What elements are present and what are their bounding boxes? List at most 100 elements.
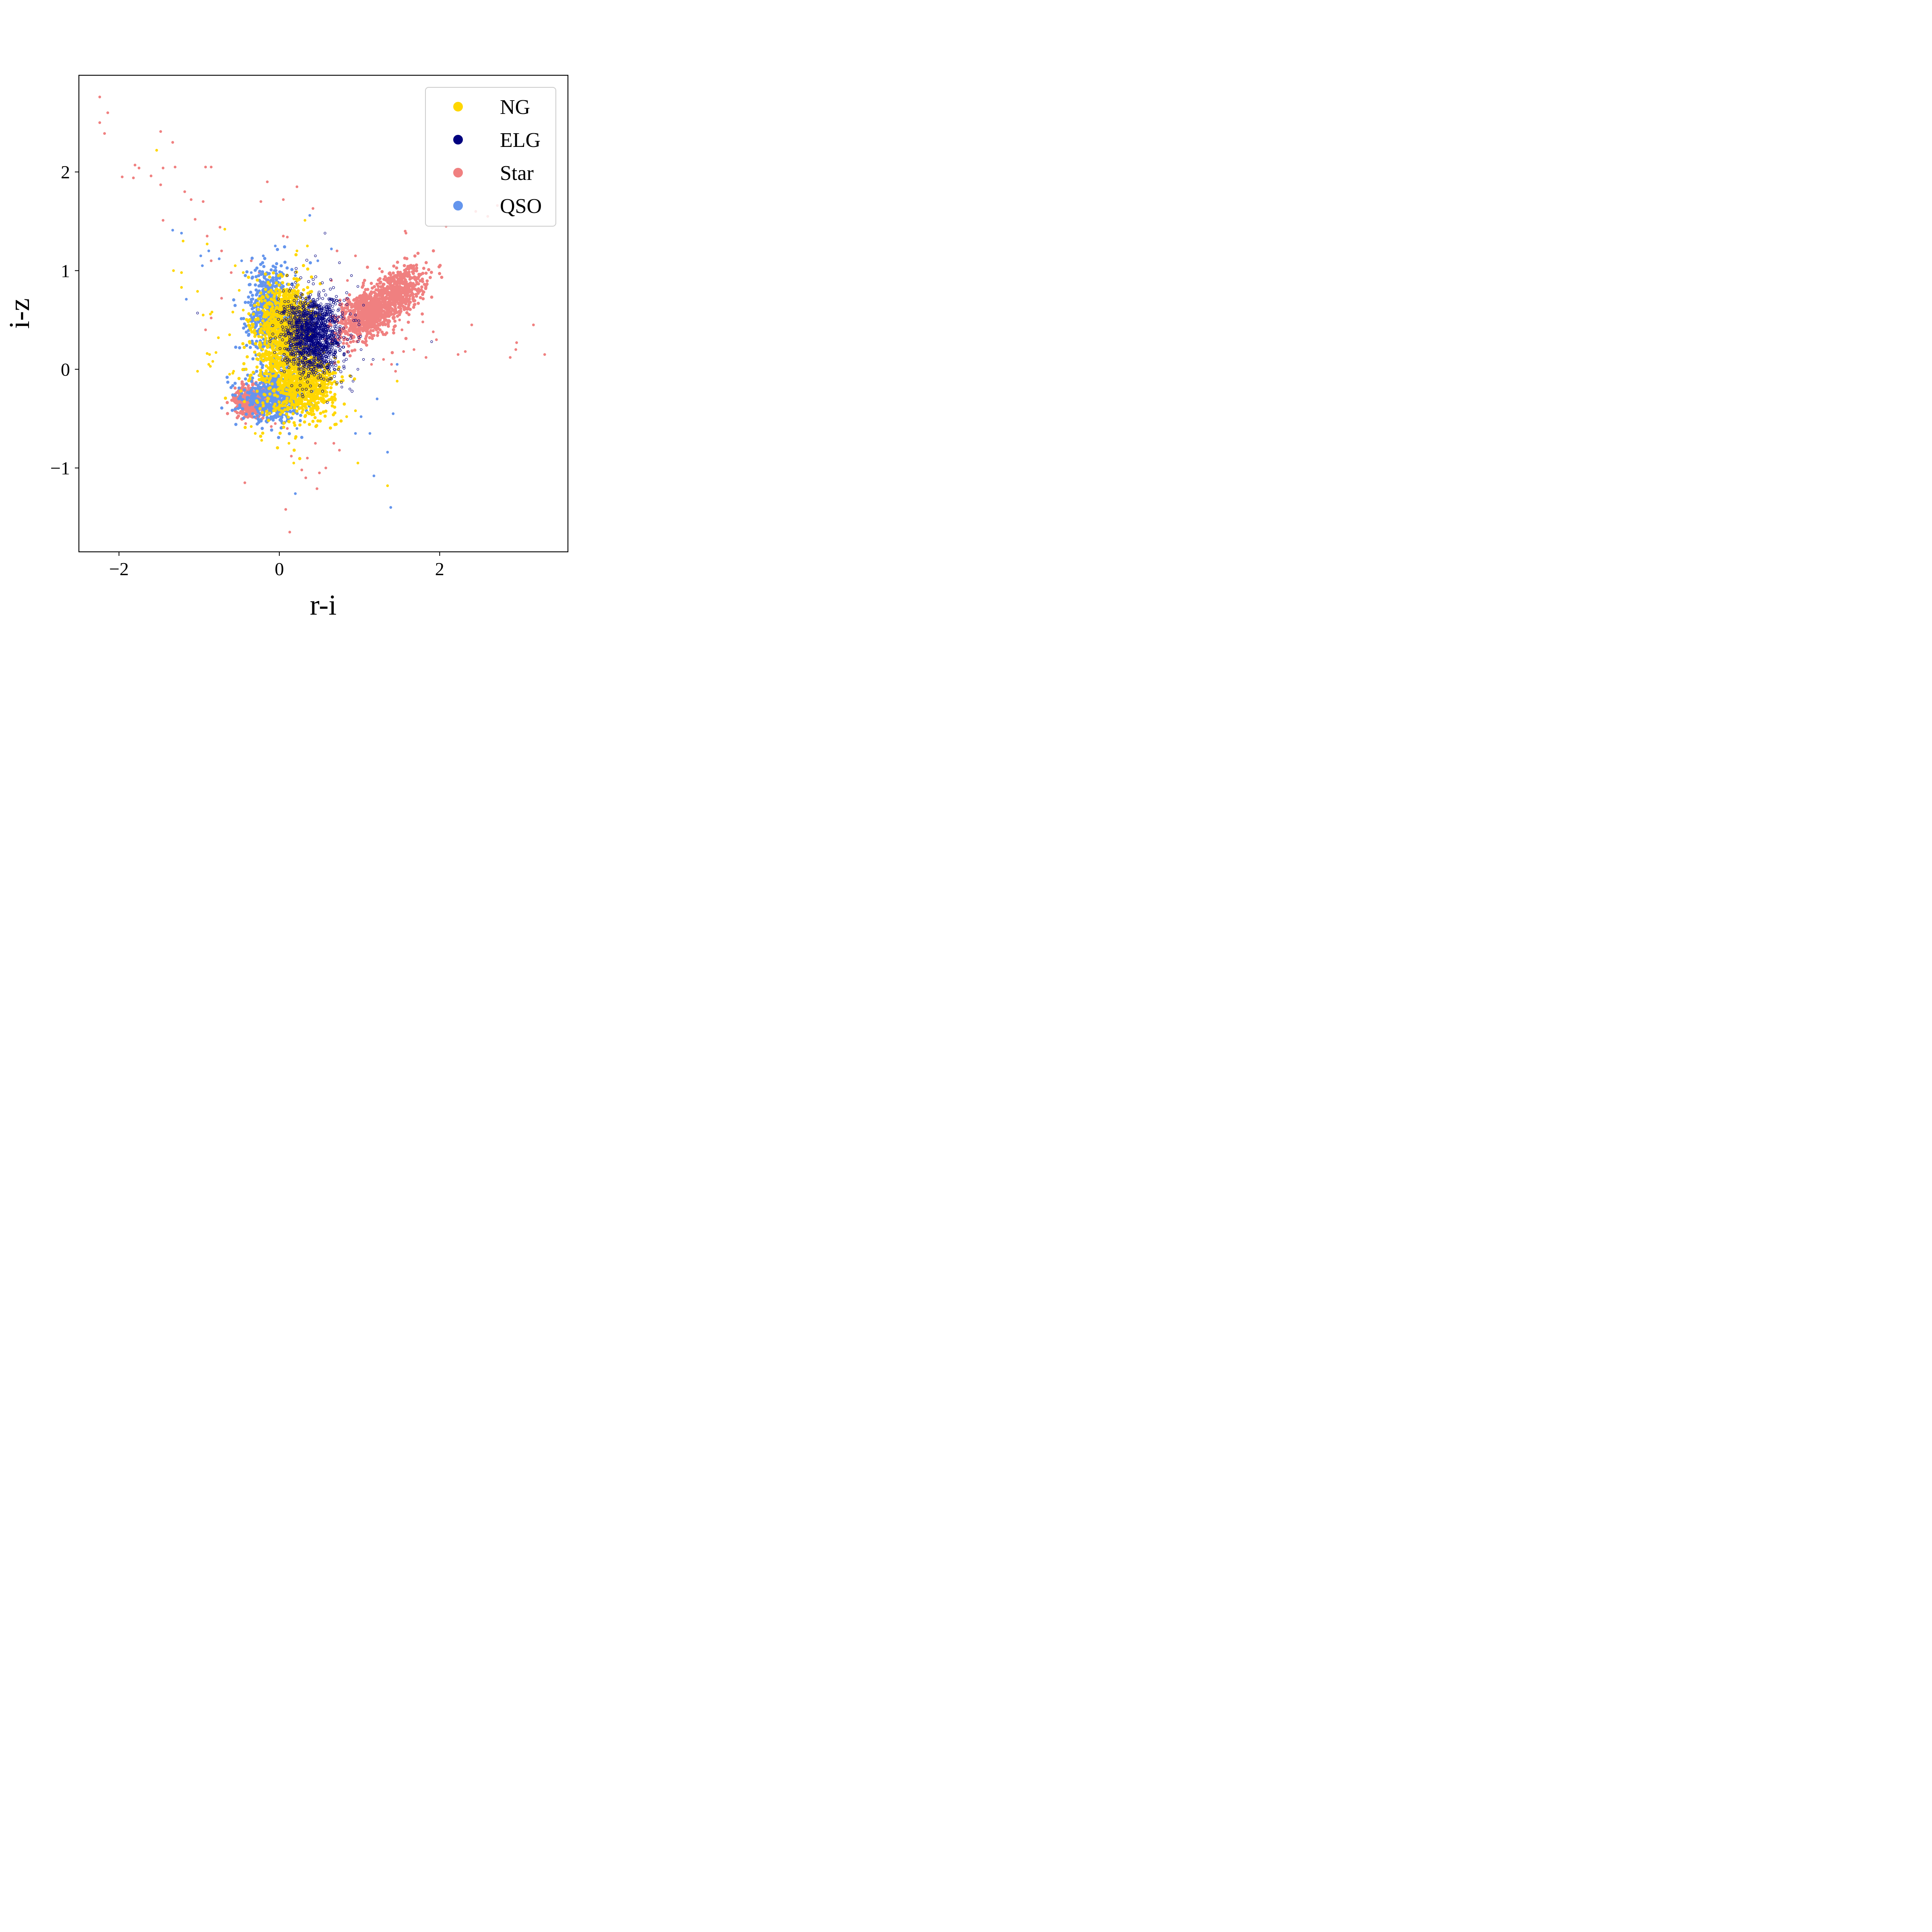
data-point [234, 423, 237, 426]
data-point [194, 218, 197, 221]
data-point [250, 415, 253, 418]
data-point [254, 318, 257, 322]
data-point [268, 392, 272, 396]
data-point [98, 95, 101, 99]
data-point [395, 266, 398, 270]
data-point [421, 320, 424, 324]
data-point [295, 371, 299, 374]
data-point [252, 415, 256, 419]
data-point [328, 426, 332, 430]
data-point [256, 278, 259, 282]
data-point [270, 428, 273, 432]
data-point [258, 407, 262, 411]
data-point [440, 276, 444, 279]
data-point [424, 285, 427, 289]
data-point [272, 271, 275, 275]
data-point [383, 302, 386, 306]
data-point [257, 334, 261, 338]
data-point [226, 412, 229, 415]
data-point [266, 396, 270, 400]
data-point [384, 297, 388, 301]
data-point [298, 457, 301, 460]
data-point [242, 417, 245, 420]
data-point [289, 378, 292, 381]
data-point [375, 283, 379, 286]
data-point [402, 264, 406, 267]
data-point [289, 396, 293, 400]
data-point [137, 167, 140, 169]
data-point [281, 410, 285, 414]
data-point [103, 132, 106, 135]
data-point [311, 403, 314, 407]
data-point [322, 410, 325, 414]
data-point [270, 369, 274, 373]
data-point [281, 281, 285, 285]
data-point [294, 403, 298, 407]
data-point [366, 305, 369, 309]
data-point [317, 392, 320, 395]
data-point [361, 341, 365, 344]
data-point [388, 272, 391, 275]
data-point [353, 377, 356, 381]
data-point [237, 397, 241, 400]
data-point [250, 300, 253, 304]
data-point [280, 416, 284, 419]
data-point [254, 332, 257, 335]
data-point [280, 419, 283, 423]
data-point [171, 141, 174, 144]
data-point [368, 336, 372, 339]
data-point [271, 389, 275, 392]
data-point [423, 283, 426, 286]
data-point [282, 425, 285, 429]
data-point [284, 374, 288, 377]
data-point [273, 402, 277, 406]
data-point [262, 254, 265, 257]
data-point [386, 451, 389, 454]
data-point [300, 469, 303, 471]
data-point [260, 335, 264, 339]
data-point [410, 288, 414, 291]
data-point [239, 410, 243, 413]
data-point [369, 325, 373, 329]
data-point [247, 413, 251, 417]
data-point [421, 272, 425, 275]
data-point [405, 311, 409, 314]
data-point [409, 308, 412, 311]
data-point [336, 360, 340, 364]
data-point [285, 412, 289, 416]
data-point [365, 300, 368, 303]
data-point [295, 399, 298, 403]
data-point [342, 341, 345, 345]
data-point [353, 302, 357, 305]
data-point [267, 387, 271, 390]
data-point [233, 382, 237, 385]
data-point [259, 280, 262, 284]
data-point [390, 351, 394, 355]
data-point [422, 266, 425, 270]
data-point [361, 322, 364, 326]
data-point [309, 409, 313, 412]
data-point [261, 353, 264, 357]
data-point [276, 248, 279, 251]
data-point [364, 288, 367, 291]
data-point [238, 403, 242, 407]
data-point [241, 342, 245, 345]
data-point [318, 419, 322, 423]
data-point [289, 406, 293, 409]
data-point [277, 408, 281, 411]
data-point [464, 350, 467, 353]
data-point [381, 288, 385, 292]
data-point [251, 293, 254, 297]
data-point [190, 198, 193, 201]
data-point [287, 415, 290, 419]
data-point [362, 312, 365, 316]
data-point [330, 248, 333, 250]
data-point [403, 289, 407, 293]
data-point [291, 412, 295, 415]
data-point [309, 381, 312, 384]
data-point [386, 307, 389, 310]
data-point [245, 330, 248, 334]
data-point [331, 401, 334, 405]
data-point [239, 389, 243, 393]
data-point [244, 274, 247, 277]
